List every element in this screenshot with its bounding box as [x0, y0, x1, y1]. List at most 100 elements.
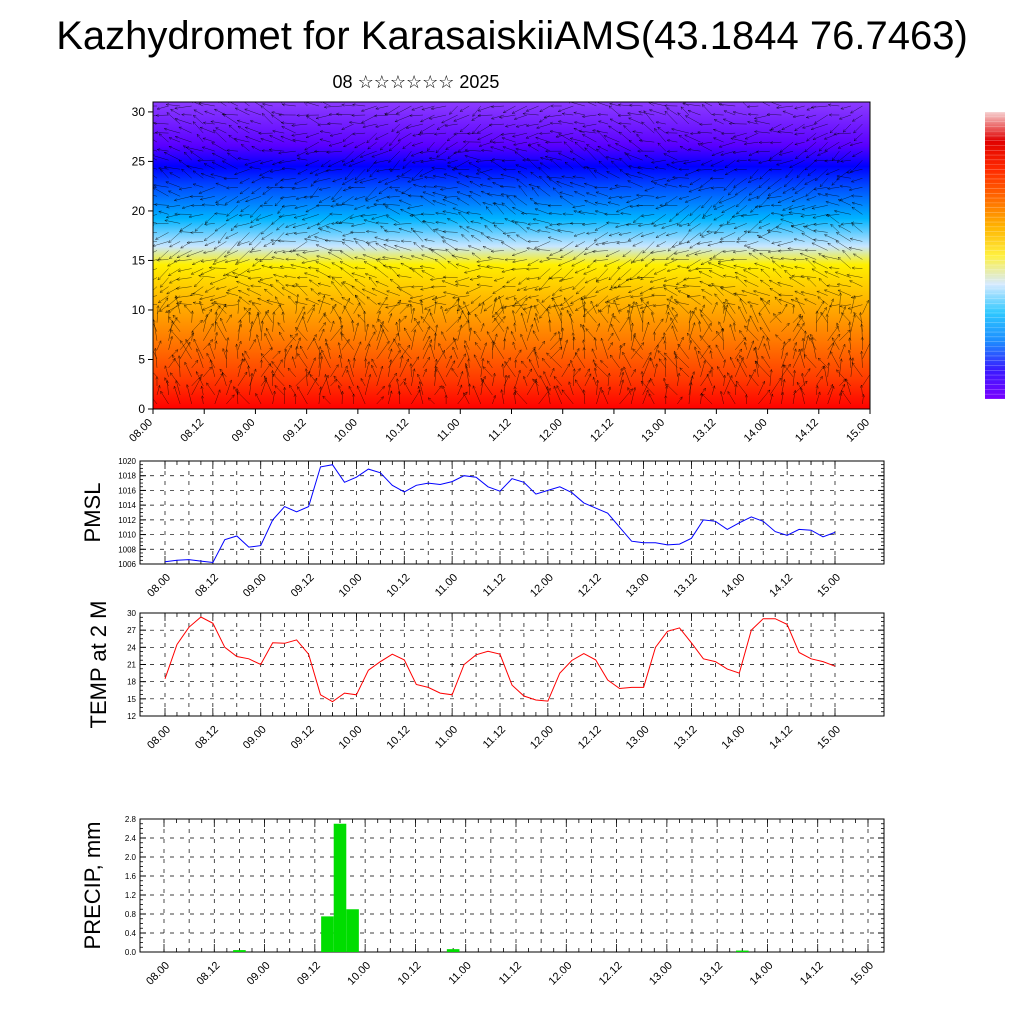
wind-vector-head [210, 120, 214, 124]
wind-vector-head [210, 301, 215, 305]
wind-vector [664, 259, 678, 266]
wind-vector-head [568, 102, 571, 104]
wind-vector-head [583, 295, 588, 299]
wind-vector [490, 146, 505, 152]
wind-vector [204, 223, 215, 225]
y-tick-label: 12 [127, 712, 136, 721]
wind-vector [280, 136, 296, 143]
wind-vector-head [767, 158, 772, 162]
wind-vector-head [424, 238, 428, 242]
wind-vector-head [280, 178, 284, 182]
wind-vector-head [315, 244, 320, 248]
wind-vector-head [812, 238, 817, 242]
wind-vector-head [650, 179, 655, 183]
wind-vector-head [753, 116, 758, 120]
wind-vector [540, 157, 551, 161]
wind-vector [351, 272, 366, 278]
wind-vector [304, 141, 320, 151]
wind-vector [319, 196, 331, 203]
wind-vector-head [644, 263, 649, 267]
wind-vector [399, 304, 409, 314]
wind-vector-head [548, 211, 553, 215]
wind-vector-head [421, 270, 425, 274]
wind-vector [198, 102, 215, 107]
wind-vector-head [428, 156, 433, 160]
wind-vector [175, 136, 192, 143]
wind-vector [561, 176, 574, 179]
wind-vector [391, 123, 401, 132]
wind-vector-head [531, 186, 535, 191]
wind-vector-head [804, 148, 808, 153]
wind-vector-head [412, 183, 417, 187]
wind-vector [503, 105, 516, 113]
wind-vector [837, 289, 851, 296]
wind-vector-head [608, 125, 612, 129]
wind-vector-head [666, 269, 671, 273]
wind-vector [806, 150, 817, 159]
wind-vector-head [768, 129, 773, 133]
wind-vector-head [701, 289, 705, 293]
wind-vector [166, 286, 181, 295]
wind-vector [835, 271, 851, 278]
wind-vector [186, 146, 204, 152]
wind-vector [784, 270, 794, 278]
wind-vector-head [435, 211, 439, 215]
wind-vector [305, 102, 319, 107]
wind-vector [468, 194, 481, 206]
wind-vector-head [420, 195, 424, 199]
wind-vector-head [489, 138, 494, 142]
wind-vector [774, 296, 782, 305]
wind-vector-head [177, 269, 182, 273]
wind-vector-head [718, 200, 723, 204]
wind-vector [251, 187, 262, 194]
wind-vector-head [742, 269, 747, 273]
wind-vector-head [663, 153, 667, 157]
wind-vector-head [732, 110, 737, 114]
wind-vector [713, 137, 724, 143]
wind-vector [354, 205, 366, 210]
wind-vector [421, 300, 424, 314]
wind-vector [618, 114, 632, 117]
y-tick-label: 1010 [118, 531, 136, 540]
wind-vector [595, 102, 609, 107]
wind-vector-head [168, 145, 172, 149]
wind-vector-head [581, 222, 586, 227]
wind-vector-head [539, 109, 543, 112]
wind-vector [238, 232, 250, 244]
wind-vector [571, 259, 585, 267]
wind-vector [156, 259, 169, 261]
wind-vector-head [365, 198, 369, 202]
wind-vector-head [849, 280, 853, 284]
wind-vector [435, 212, 447, 215]
wind-vector-head [513, 195, 517, 199]
wind-vector-head [290, 263, 294, 267]
heatmap-x-axis: 08.00 08.12 09.00 09.12 10.00 10.12 11.00 11.12… [127, 409, 872, 445]
wind-vector [609, 232, 620, 236]
wind-vector-head [371, 216, 375, 220]
wind-vector [158, 167, 169, 170]
wind-vector [546, 257, 562, 260]
wind-vector-head [313, 149, 318, 153]
x-tick-label: 12.00 [528, 724, 556, 752]
wind-vector [713, 129, 724, 134]
wind-vector-head [410, 285, 415, 289]
wind-vector-head [223, 254, 228, 258]
wind-vector [827, 242, 840, 251]
wind-vector [586, 144, 597, 152]
wind-vector [649, 286, 666, 290]
wind-vector [186, 165, 204, 170]
wind-vector [755, 205, 770, 208]
wind-vector [434, 302, 447, 305]
wind-vector-head [480, 232, 485, 236]
wind-vector-head [574, 244, 579, 248]
wind-vector [560, 304, 574, 310]
wind-vector [526, 105, 539, 112]
wind-vector-head [185, 146, 190, 150]
wind-vector-head [382, 202, 386, 206]
wind-vector [469, 191, 481, 197]
wind-vector-head [222, 114, 227, 118]
wind-vector-head [492, 290, 496, 294]
wind-vector-head [606, 171, 610, 175]
wind-vector [435, 221, 447, 224]
wind-vector-head [734, 168, 738, 172]
